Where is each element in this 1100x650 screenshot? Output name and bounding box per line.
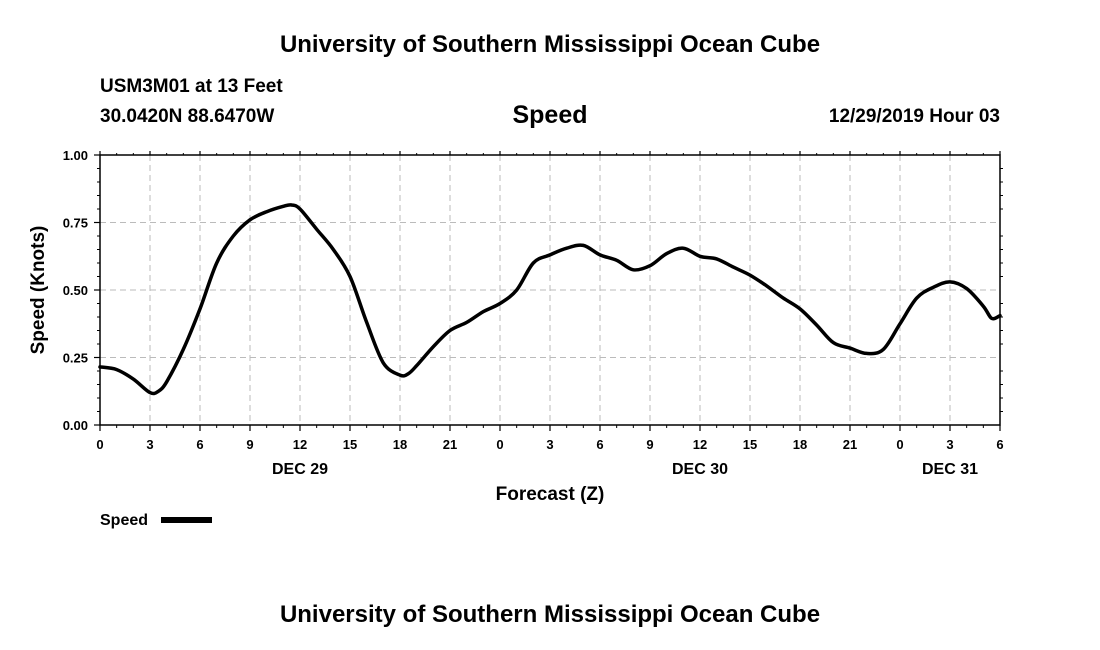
x-tick-label: 21: [443, 437, 457, 452]
x-tick-label: 3: [546, 437, 553, 452]
x-tick-label: 12: [693, 437, 707, 452]
x-axis-title: Forecast (Z): [496, 484, 605, 505]
x-tick-label: 3: [146, 437, 153, 452]
x-tick-label: 6: [996, 437, 1003, 452]
y-tick-label: 0.75: [63, 216, 88, 231]
y-tick-label: 0.50: [63, 283, 88, 298]
station-coordinates: 30.0420N 88.6470W: [100, 106, 275, 127]
date-label: DEC 29: [272, 461, 328, 478]
series-line-speed: [98, 203, 1002, 396]
chart-ticks: [94, 151, 1003, 431]
chart-title: Speed: [512, 101, 588, 129]
x-tick-label: 9: [246, 437, 253, 452]
x-tick-label: 21: [843, 437, 857, 452]
chart-grid: [100, 155, 1000, 425]
x-tick-label: 18: [393, 437, 407, 452]
y-axis-title: Speed (Knots): [28, 226, 49, 355]
date-label: DEC 30: [672, 461, 728, 478]
footer-title: University of Southern Mississippi Ocean…: [279, 601, 821, 628]
forecast-datetime: 12/29/2019 Hour 03: [828, 106, 1000, 127]
y-tick-label: 0.25: [63, 351, 88, 366]
date-label: DEC 31: [922, 461, 978, 478]
x-tick-label: 15: [743, 437, 757, 452]
chart-series: [98, 203, 1002, 396]
station-label: USM3M01 at 13 Feet: [100, 76, 283, 97]
legend-label: Speed: [100, 512, 148, 529]
x-tick-label: 9: [646, 437, 653, 452]
x-tick-label: 15: [343, 437, 357, 452]
x-tick-label: 3: [946, 437, 953, 452]
x-tick-label: 12: [293, 437, 307, 452]
x-tick-label: 0: [96, 437, 103, 452]
x-tick-label: 0: [896, 437, 903, 452]
x-tick-label: 0: [496, 437, 503, 452]
x-tick-label: 6: [196, 437, 203, 452]
y-tick-label: 0.00: [63, 418, 88, 433]
chart-labels: 0 3 6 9 12 15 18 21 0 3 6 9 12 15 18 21 0 3 6 DEC 29 DEC 30 D…: [63, 148, 1004, 478]
x-tick-label: 18: [793, 437, 807, 452]
y-tick-label: 1.00: [63, 148, 88, 163]
page-title: University of Southern Mississippi Ocean…: [279, 31, 821, 58]
x-tick-label: 6: [596, 437, 603, 452]
